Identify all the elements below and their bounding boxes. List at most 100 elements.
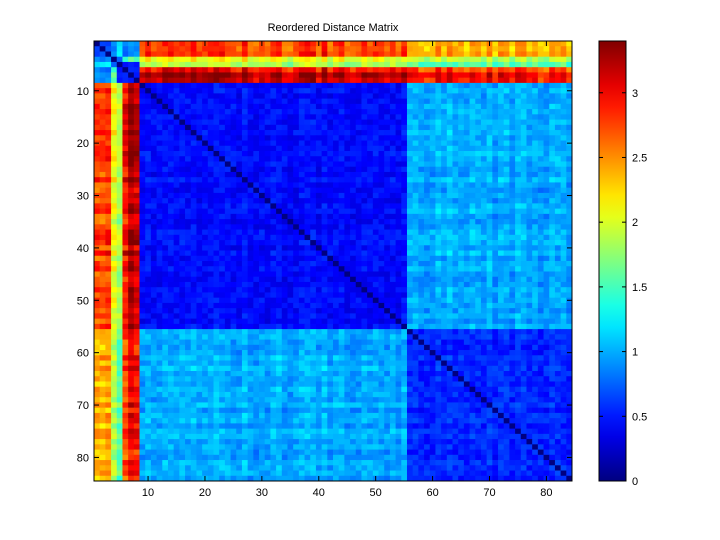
heatmap-cell — [259, 276, 266, 283]
heatmap-cell — [207, 145, 214, 152]
heatmap-cell — [560, 166, 567, 173]
heatmap-cell — [435, 119, 442, 126]
heatmap-cell — [446, 103, 453, 110]
heatmap-cell — [344, 88, 351, 94]
heatmap-cell — [122, 250, 129, 257]
heatmap-cell — [367, 323, 374, 330]
heatmap-cell — [270, 145, 277, 152]
heatmap-cell — [270, 224, 277, 230]
heatmap-cell — [384, 271, 391, 278]
heatmap-cell — [128, 229, 135, 236]
heatmap-cell — [554, 88, 562, 94]
heatmap-cell — [458, 208, 465, 215]
heatmap-cell — [372, 240, 379, 246]
heatmap-cell — [179, 276, 186, 283]
heatmap-cell — [315, 156, 323, 162]
heatmap-cell — [185, 250, 192, 257]
heatmap-cell — [327, 297, 334, 304]
heatmap-cell — [298, 245, 305, 251]
heatmap-cell — [498, 51, 505, 58]
heatmap-cell — [207, 77, 214, 84]
heatmap-cell — [537, 271, 544, 278]
heatmap-cell — [128, 140, 135, 147]
heatmap-cell — [350, 56, 357, 63]
heatmap-cell — [509, 51, 516, 58]
heatmap-cell — [424, 323, 431, 330]
heatmap-cell — [492, 339, 499, 346]
heatmap-cell — [315, 130, 323, 136]
heatmap-cell — [338, 339, 345, 346]
heatmap-cell — [486, 140, 493, 147]
heatmap-cell — [264, 61, 271, 68]
heatmap-cell — [458, 98, 465, 105]
heatmap-cell — [321, 88, 328, 94]
heatmap-cell — [321, 292, 328, 299]
heatmap-cell — [230, 156, 237, 162]
heatmap-cell — [207, 46, 214, 52]
heatmap-cell — [111, 77, 118, 84]
heatmap-cell — [167, 182, 175, 189]
heatmap-cell — [560, 234, 567, 241]
heatmap-cell — [173, 67, 180, 73]
heatmap-cell — [94, 114, 101, 120]
heatmap-cell — [412, 41, 419, 47]
heatmap-cell — [378, 156, 385, 162]
heatmap-cell — [264, 297, 271, 304]
heatmap-cell — [395, 88, 402, 94]
heatmap-cell — [486, 67, 493, 73]
heatmap-cell — [338, 140, 345, 147]
heatmap-cell — [156, 308, 163, 314]
heatmap-cell — [395, 46, 402, 52]
heatmap-cell — [224, 302, 231, 309]
heatmap-cell — [94, 323, 101, 330]
heatmap-cell — [315, 77, 323, 84]
heatmap-cell — [429, 213, 436, 220]
heatmap-cell — [520, 234, 527, 241]
heatmap-cell — [537, 308, 544, 314]
heatmap-cell — [298, 350, 305, 356]
heatmap-cell — [361, 114, 368, 120]
heatmap-cell — [554, 234, 562, 241]
heatmap-cell — [418, 192, 425, 199]
heatmap-cell — [139, 114, 146, 120]
heatmap-cell — [480, 329, 488, 335]
heatmap-cell — [378, 261, 385, 267]
heatmap-cell — [406, 56, 414, 63]
heatmap-cell — [503, 224, 510, 230]
heatmap-cell — [133, 187, 140, 194]
heatmap-cell — [355, 208, 362, 215]
heatmap-cell — [503, 51, 510, 58]
heatmap-cell — [207, 302, 214, 309]
heatmap-cell — [219, 240, 226, 246]
heatmap-cell — [355, 46, 362, 52]
heatmap-cell — [253, 203, 260, 210]
heatmap-cell — [367, 187, 374, 194]
heatmap-cell — [469, 318, 476, 325]
heatmap-cell — [105, 245, 112, 251]
heatmap-cell — [190, 329, 197, 335]
heatmap-cell — [498, 82, 505, 89]
heatmap-cell — [498, 72, 505, 79]
heatmap-cell — [549, 344, 556, 351]
heatmap-cell — [185, 245, 192, 251]
heatmap-cell — [321, 240, 328, 246]
heatmap-cell — [327, 88, 334, 94]
heatmap-cell — [139, 171, 146, 178]
heatmap-cell — [247, 56, 254, 63]
heatmap-cell — [537, 261, 544, 267]
heatmap-cell — [350, 297, 357, 304]
heatmap-cell — [492, 323, 499, 330]
heatmap-cell — [276, 77, 283, 84]
heatmap-cell — [429, 109, 436, 115]
heatmap-cell — [207, 203, 214, 210]
heatmap-cell — [532, 287, 539, 293]
heatmap-cell — [122, 329, 129, 335]
heatmap-cell — [139, 61, 146, 68]
heatmap-cell — [116, 135, 123, 141]
heatmap-cell — [128, 67, 135, 73]
heatmap-cell — [372, 119, 379, 126]
heatmap-cell — [94, 187, 101, 194]
heatmap-cell — [441, 161, 448, 168]
heatmap-cell — [480, 41, 488, 47]
heatmap-cell — [327, 171, 334, 178]
